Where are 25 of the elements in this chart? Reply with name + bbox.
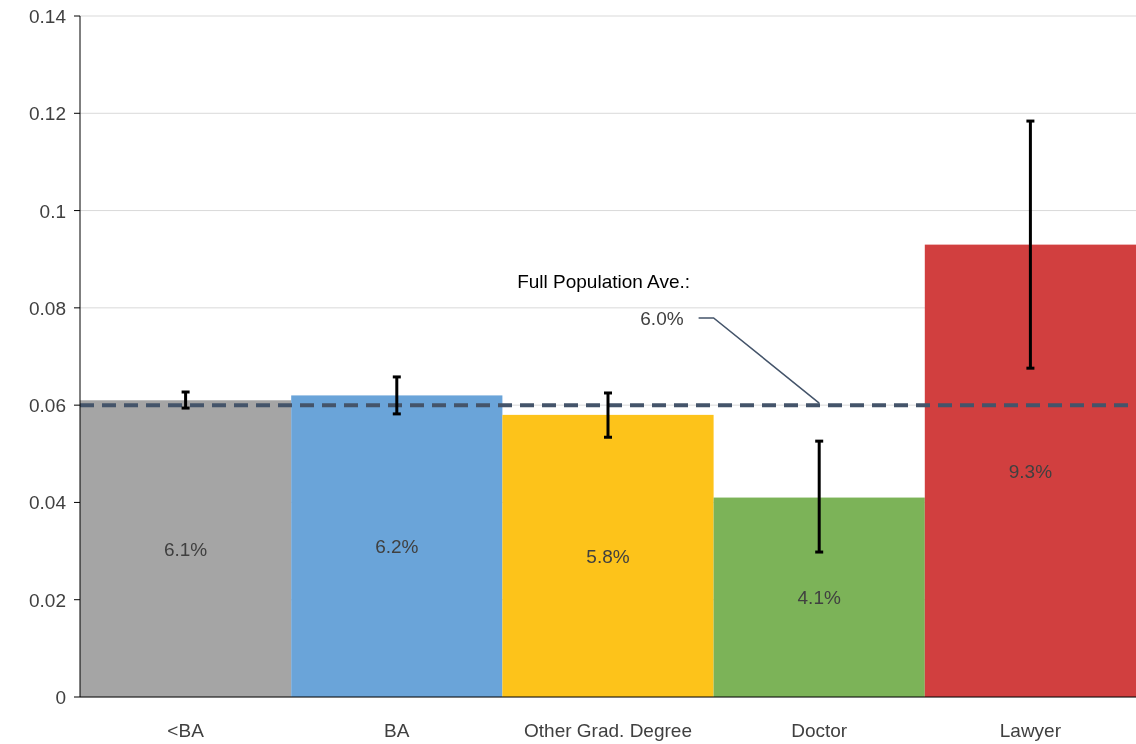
data-label: 4.1%	[797, 587, 841, 609]
annotation: Full Population Ave.:	[517, 271, 691, 293]
y-tick-label: 0.04	[29, 492, 67, 514]
y-tick-label: 0.06	[29, 395, 66, 417]
annotation: 6.0%	[640, 307, 684, 329]
bar	[713, 497, 925, 697]
bar	[502, 414, 714, 697]
data-label: 9.3%	[1008, 460, 1053, 482]
bar	[924, 244, 1136, 697]
x-tick-label: Other Grad. Degree	[524, 720, 692, 741]
data-label: 5.8%	[586, 545, 630, 567]
y-tick-label: 0	[55, 687, 66, 708]
x-tick-label: <BA	[167, 720, 205, 741]
data-label: 6.1%	[163, 538, 208, 560]
x-tick-label: BA	[384, 720, 410, 741]
y-tick-label: 0.02	[29, 589, 66, 611]
data-label: 6.2%	[375, 536, 419, 558]
y-tick-label: 0.1	[39, 200, 66, 222]
x-tick-label: Doctor	[791, 720, 848, 741]
y-tick-label: 0.14	[29, 6, 67, 27]
y-tick-label: 0.08	[29, 297, 66, 319]
x-tick-label: Lawyer	[999, 720, 1062, 741]
bar	[80, 400, 292, 697]
y-tick-label: 0.12	[29, 103, 66, 125]
bar	[291, 395, 503, 697]
